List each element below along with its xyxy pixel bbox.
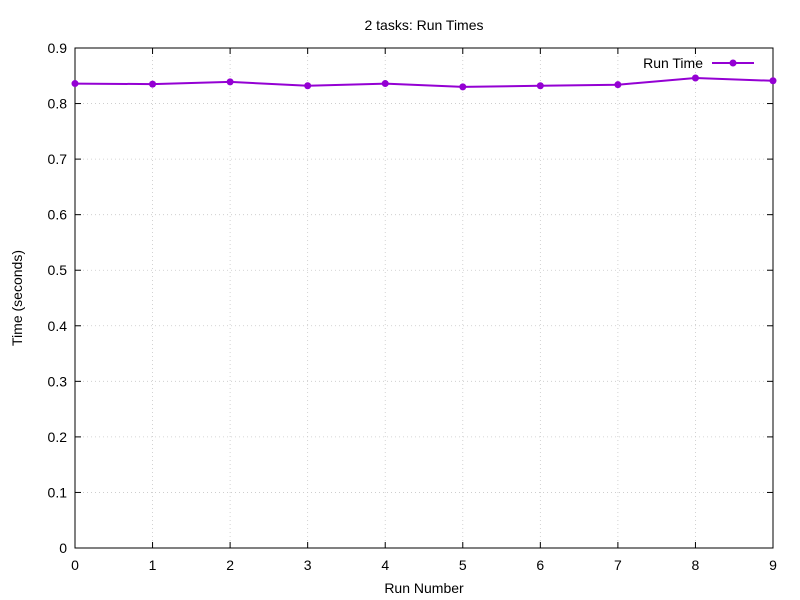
x-tick-label: 8 [692,557,700,573]
x-tick-label: 4 [381,557,389,573]
plot-frame [74,47,774,549]
y-tick-label: 0.1 [48,484,68,500]
data-point [149,80,157,88]
data-point [226,78,234,86]
data-point [614,81,622,89]
y-tick-label: 0.8 [48,96,68,112]
data-point [71,80,79,88]
data-point [459,83,467,91]
y-tick-labels: 0 0.1 0.2 0.3 0.4 0.5 0.6 0.7 0.8 0.9 [48,40,68,556]
x-tick-label: 6 [536,557,544,573]
chart-title: 2 tasks: Run Times [364,17,483,33]
data-point [691,74,699,82]
legend: Run Time [643,55,754,71]
data-point [381,80,389,88]
x-tick-label: 5 [459,557,467,573]
y-tick-label: 0.4 [48,318,68,334]
x-tick-label: 1 [149,557,157,573]
data-point [536,82,544,90]
data-point [769,77,777,85]
grid [75,48,773,548]
y-tick-label: 0.6 [48,207,68,223]
y-tick-label: 0 [59,540,67,556]
data-point [304,82,312,90]
x-tick-labels: 0 1 2 3 4 5 6 7 8 9 [71,557,777,573]
y-tick-label: 0.7 [48,151,68,167]
y-tick-label: 0.9 [48,40,68,56]
x-tick-label: 0 [71,557,79,573]
x-axis-label: Run Number [384,580,464,596]
y-axis-label: Time (seconds) [9,250,25,346]
legend-marker-run-time [729,59,737,67]
series-layer [71,74,777,91]
x-tick-label: 3 [304,557,312,573]
y-tick-label: 0.2 [48,429,68,445]
x-tick-label: 2 [226,557,234,573]
x-tick-label: 7 [614,557,622,573]
series-line-run-time [74,76,774,88]
axis-ticks [74,47,774,549]
x-tick-label: 9 [769,557,777,573]
legend-label-run-time: Run Time [643,55,703,71]
y-tick-label: 0.3 [48,373,68,389]
y-tick-label: 0.5 [48,262,68,278]
